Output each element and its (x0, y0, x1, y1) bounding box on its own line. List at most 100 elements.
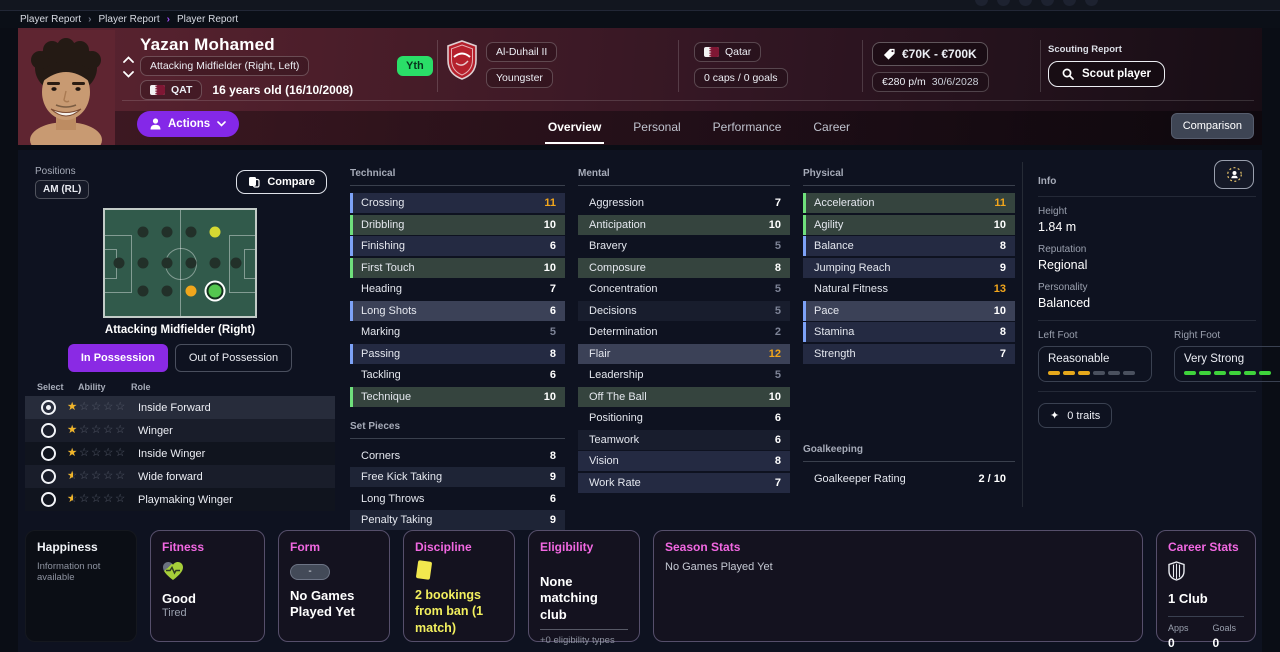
next-player-chevron-icon[interactable] (123, 71, 134, 78)
fitness-heart-icon (163, 562, 183, 580)
star-icon: ☆ (115, 447, 126, 459)
club-name-chip[interactable]: Al-Duhail II (486, 42, 558, 62)
section-divider (350, 185, 565, 186)
career-shield-icon (1168, 561, 1185, 581)
reputation-field: Reputation Regional (1038, 244, 1256, 272)
attribute-value: 10 (993, 218, 1006, 231)
role-row-winger[interactable]: ☆ ★ ☆ ☆ ☆ ☆ Winger (25, 419, 335, 442)
header-vertical-divider (678, 40, 679, 92)
season-stats-card[interactable]: Season Stats No Games Played Yet (653, 530, 1143, 642)
attribute-name: Positioning (589, 412, 643, 424)
player-position-chip: Attacking Midfielder (Right, Left) (140, 56, 310, 76)
scouting-report-label: Scouting Report (1048, 44, 1122, 55)
attribute-value: 8 (774, 455, 781, 467)
right-foot-strength-bar (1184, 371, 1278, 375)
role-row-inside-winger[interactable]: ☆ ★ ☆ ☆ ☆ ☆ Inside Winger (25, 442, 335, 465)
reputation-value: Regional (1038, 258, 1088, 272)
attribute-name: Long Shots (361, 304, 417, 317)
role-row-inside-forward[interactable]: ☆ ★ ☆ ☆ ☆ ☆ Inside Forward (25, 396, 335, 419)
star-icon: ☆ (91, 424, 102, 436)
header-divider (122, 100, 1254, 101)
fitness-substatus: Tired (162, 607, 187, 619)
caps-goals-chip: 0 caps / 0 goals (694, 68, 788, 88)
position-dot-dark (161, 285, 172, 297)
role-name: Wide forward (138, 470, 203, 483)
attribute-row-crossing: Crossing 11 (350, 193, 565, 213)
actions-button[interactable]: Actions (137, 111, 240, 137)
traits-chip[interactable]: ✦ 0 traits (1038, 403, 1113, 428)
attribute-name: Pace (814, 304, 840, 317)
attribute-row-anticipation: Anticipation 10 (578, 214, 790, 235)
physical-section: Physical Acceleration 11 Agility 10 Balance 8 J… (803, 160, 1015, 364)
eligibility-card[interactable]: Eligibility None matching club +0 eligib… (528, 530, 640, 646)
star-icon: ☆ (103, 424, 114, 436)
traits-count: 0 traits (1067, 409, 1101, 422)
pitch-penalty-box-left (105, 235, 132, 293)
form-card[interactable]: Form - No Games Played Yet (278, 530, 390, 642)
section-divider (578, 185, 790, 186)
role-radio[interactable] (41, 469, 56, 484)
star-icon: ☆ (91, 493, 102, 505)
star-icon: ☆ (103, 447, 114, 459)
role-row-playmaking-winger[interactable]: ☆ ★ ☆ ☆ ☆ ☆ Playmaking Winger (25, 488, 335, 511)
nationality-chip: QAT (140, 80, 203, 100)
attribute-analyser-button[interactable] (1214, 160, 1254, 189)
attribute-row-aggression: Aggression 7 (578, 193, 790, 213)
eligibility-sub: +0 eligibility types (540, 634, 615, 646)
discipline-card[interactable]: Discipline 2 bookings from ban (1 match) (403, 530, 515, 642)
nationality-row: QAT 16 years old (16/10/2008) (140, 80, 353, 100)
role-radio[interactable] (41, 400, 56, 415)
right-foot-label: Right Foot (1174, 330, 1221, 341)
left-foot-label: Left Foot (1038, 330, 1078, 341)
breadcrumb-item[interactable]: Player Report (176, 14, 239, 25)
tab-career[interactable]: Career (813, 120, 851, 134)
left-foot-rating-box: Reasonable (1038, 346, 1152, 382)
compare-button[interactable]: Compare (236, 170, 327, 194)
breadcrumb[interactable]: Player Report › Player Report › Player Repor… (0, 11, 1280, 28)
fitness-title: Fitness (162, 540, 205, 554)
attribute-row-agility: Agility 10 (803, 214, 1015, 235)
attribute-row-first-touch: First Touch 10 (350, 257, 565, 278)
role-radio[interactable] (41, 446, 56, 461)
attribute-row-technique: Technique 10 (350, 386, 565, 407)
strength-segment (1123, 371, 1135, 375)
attribute-row-balance: Balance 8 (803, 236, 1015, 256)
info-divider (1038, 391, 1256, 392)
out-of-possession-toggle[interactable]: Out of Possession (174, 344, 293, 372)
fitness-status: Good (162, 591, 196, 606)
attribute-value: 10 (768, 390, 781, 403)
attribute-value: 10 (543, 218, 556, 231)
role-radio[interactable] (41, 423, 56, 438)
selected-position-dot (206, 282, 223, 300)
attribute-name: Stamina (814, 326, 855, 338)
breadcrumb-separator: › (166, 14, 170, 25)
previous-player-chevron-icon[interactable] (123, 56, 134, 63)
breadcrumb-item[interactable]: Player Report (98, 14, 160, 25)
info-panel-divider (1022, 162, 1023, 507)
position-pitch-map (103, 208, 257, 318)
breadcrumb-item[interactable]: Player Report (20, 14, 82, 25)
personality-field: Personality Balanced (1038, 282, 1256, 310)
attribute-row-positioning: Positioning 6 (578, 408, 790, 428)
strength-segment (1108, 371, 1120, 375)
international-info: Qatar 0 caps / 0 goals (694, 42, 788, 88)
country-chip[interactable]: Qatar (694, 42, 762, 62)
tab-overview[interactable]: Overview (544, 117, 605, 144)
set-pieces-title: Set Pieces (350, 420, 401, 432)
role-radio[interactable] (41, 492, 56, 507)
discipline-text: 2 bookings from ban (1 match) (415, 588, 484, 635)
role-row-wide-forward[interactable]: ☆ ★ ☆ ☆ ☆ ☆ Wide forward (25, 465, 335, 488)
tab-personal[interactable]: Personal (633, 120, 681, 134)
career-stats-card[interactable]: Career Stats 1 Club Apps 0 Goals 0 (1156, 530, 1256, 650)
attribute-value: 6 (549, 369, 556, 381)
scout-player-button[interactable]: Scout player (1048, 61, 1166, 87)
ability-stars: ☆ ★ ☆ ☆ ☆ ☆ (67, 447, 129, 460)
club-status-chip: Youngster (486, 68, 553, 88)
in-possession-toggle[interactable]: In Possession (67, 344, 168, 372)
positions-label: Positions (35, 166, 76, 177)
comparison-button[interactable]: Comparison (1170, 113, 1254, 139)
mental-attributes-column: Mental Aggression 7 Anticipation 10 Bravery 5 C… (578, 160, 790, 494)
fitness-card[interactable]: Fitness Good Tired (150, 530, 265, 642)
tab-performance[interactable]: Performance (712, 120, 782, 134)
